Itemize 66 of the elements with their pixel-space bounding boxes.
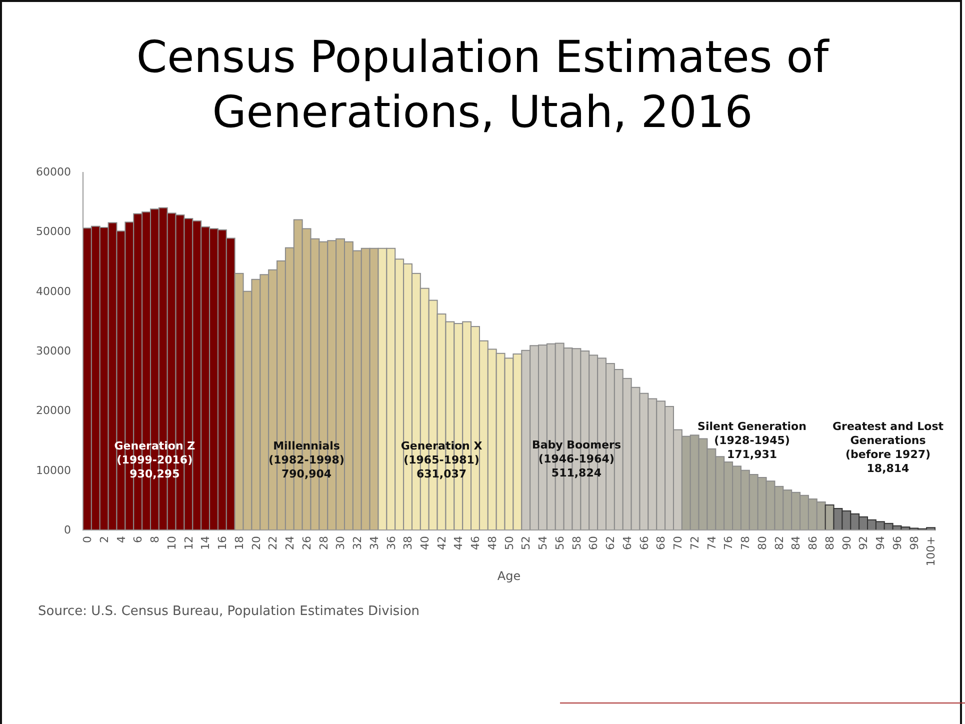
y-tick-label: 30000 <box>36 344 71 358</box>
x-tick-label: 60 <box>587 536 600 550</box>
x-tick-label: 58 <box>570 536 584 550</box>
x-tick-label: 14 <box>199 536 212 550</box>
x-axis-title: Age <box>497 569 521 583</box>
x-tick-label: 70 <box>672 536 685 550</box>
x-tick-label: 16 <box>216 536 230 550</box>
x-tick-label: 50 <box>502 536 516 550</box>
x-tick-label: 100+ <box>924 536 938 566</box>
x-tick-label: 52 <box>520 536 533 550</box>
x-tick-label: 68 <box>654 536 668 550</box>
x-tick-label: 26 <box>300 536 314 550</box>
x-tick-label: 86 <box>806 536 820 550</box>
x-tick-label: 76 <box>722 536 736 550</box>
x-tick-label: 24 <box>284 536 297 550</box>
x-tick-label: 40 <box>418 536 432 550</box>
x-tick-label: 6 <box>132 536 145 543</box>
x-tick-label: 42 <box>435 536 448 550</box>
x-tick-label: 66 <box>638 536 651 550</box>
x-tick-label: 80 <box>756 536 769 550</box>
annotation: Baby Boomers (1946-1964) 511,824 <box>532 438 622 480</box>
x-tick-label: 20 <box>250 536 263 550</box>
chart-title: Census Population Estimates of Generations, Utah, 2016 <box>136 32 830 138</box>
x-tick-label: 72 <box>688 536 702 550</box>
y-tick-label: 20000 <box>36 404 71 418</box>
annotation: Generation X (1965-1981) 631,037 <box>400 439 483 480</box>
x-tick-label: 38 <box>402 536 415 550</box>
x-tick-label: 94 <box>874 536 888 550</box>
x-tick-label: 54 <box>536 536 550 550</box>
x-tick-label: 28 <box>317 536 330 550</box>
x-tick-label: 32 <box>351 536 364 550</box>
x-tick-label: 46 <box>469 536 482 550</box>
annotation: Greatest and Lost Generations (before 1927) 18,814 <box>832 420 944 475</box>
x-tick-label: 36 <box>384 536 398 550</box>
annotation: Silent Generation (1928-1945) 171,931 <box>698 420 806 461</box>
x-tick-label: 96 <box>890 536 904 550</box>
x-tick-label: 30 <box>334 536 348 550</box>
x-tick-label: 8 <box>148 536 162 543</box>
x-tick-label: 34 <box>368 536 381 550</box>
y-tick-label: 50000 <box>36 225 71 238</box>
x-tick-label: 82 <box>772 536 786 550</box>
x-tick-label: 4 <box>114 536 128 543</box>
x-tick-label: 90 <box>840 536 854 550</box>
x-tick-label: 2 <box>98 536 111 543</box>
x-tick-label: 56 <box>553 536 566 550</box>
y-tick-label: 60000 <box>36 166 71 179</box>
x-tick-label: 74 <box>705 536 718 550</box>
source-note: Source: U.S. Census Bureau, Population Estimates Division <box>38 604 420 619</box>
annotation: Millennials (1982-1998) 790,904 <box>268 439 344 480</box>
x-tick-label: 98 <box>908 536 921 550</box>
x-tick-label: 92 <box>857 536 870 550</box>
x-tick-label: 84 <box>790 536 803 550</box>
x-tick-label: 48 <box>486 536 499 550</box>
x-tick-label: 10 <box>165 536 178 550</box>
x-tick-label: 0 <box>81 536 94 543</box>
annotation: Generation Z (1999-2016) 930,295 <box>114 439 196 480</box>
x-tick-label: 64 <box>620 536 634 550</box>
x-tick-label: 88 <box>823 536 836 550</box>
y-tick-label: 40000 <box>36 284 71 298</box>
x-tick-label: 78 <box>739 536 752 550</box>
x-tick-label: 12 <box>182 536 196 550</box>
x-tick-label: 44 <box>452 536 466 550</box>
y-tick-label: 10000 <box>36 464 71 477</box>
x-tick-label: 18 <box>232 536 246 550</box>
x-tick-label: 22 <box>266 536 280 550</box>
x-tick-label: 62 <box>604 536 618 550</box>
